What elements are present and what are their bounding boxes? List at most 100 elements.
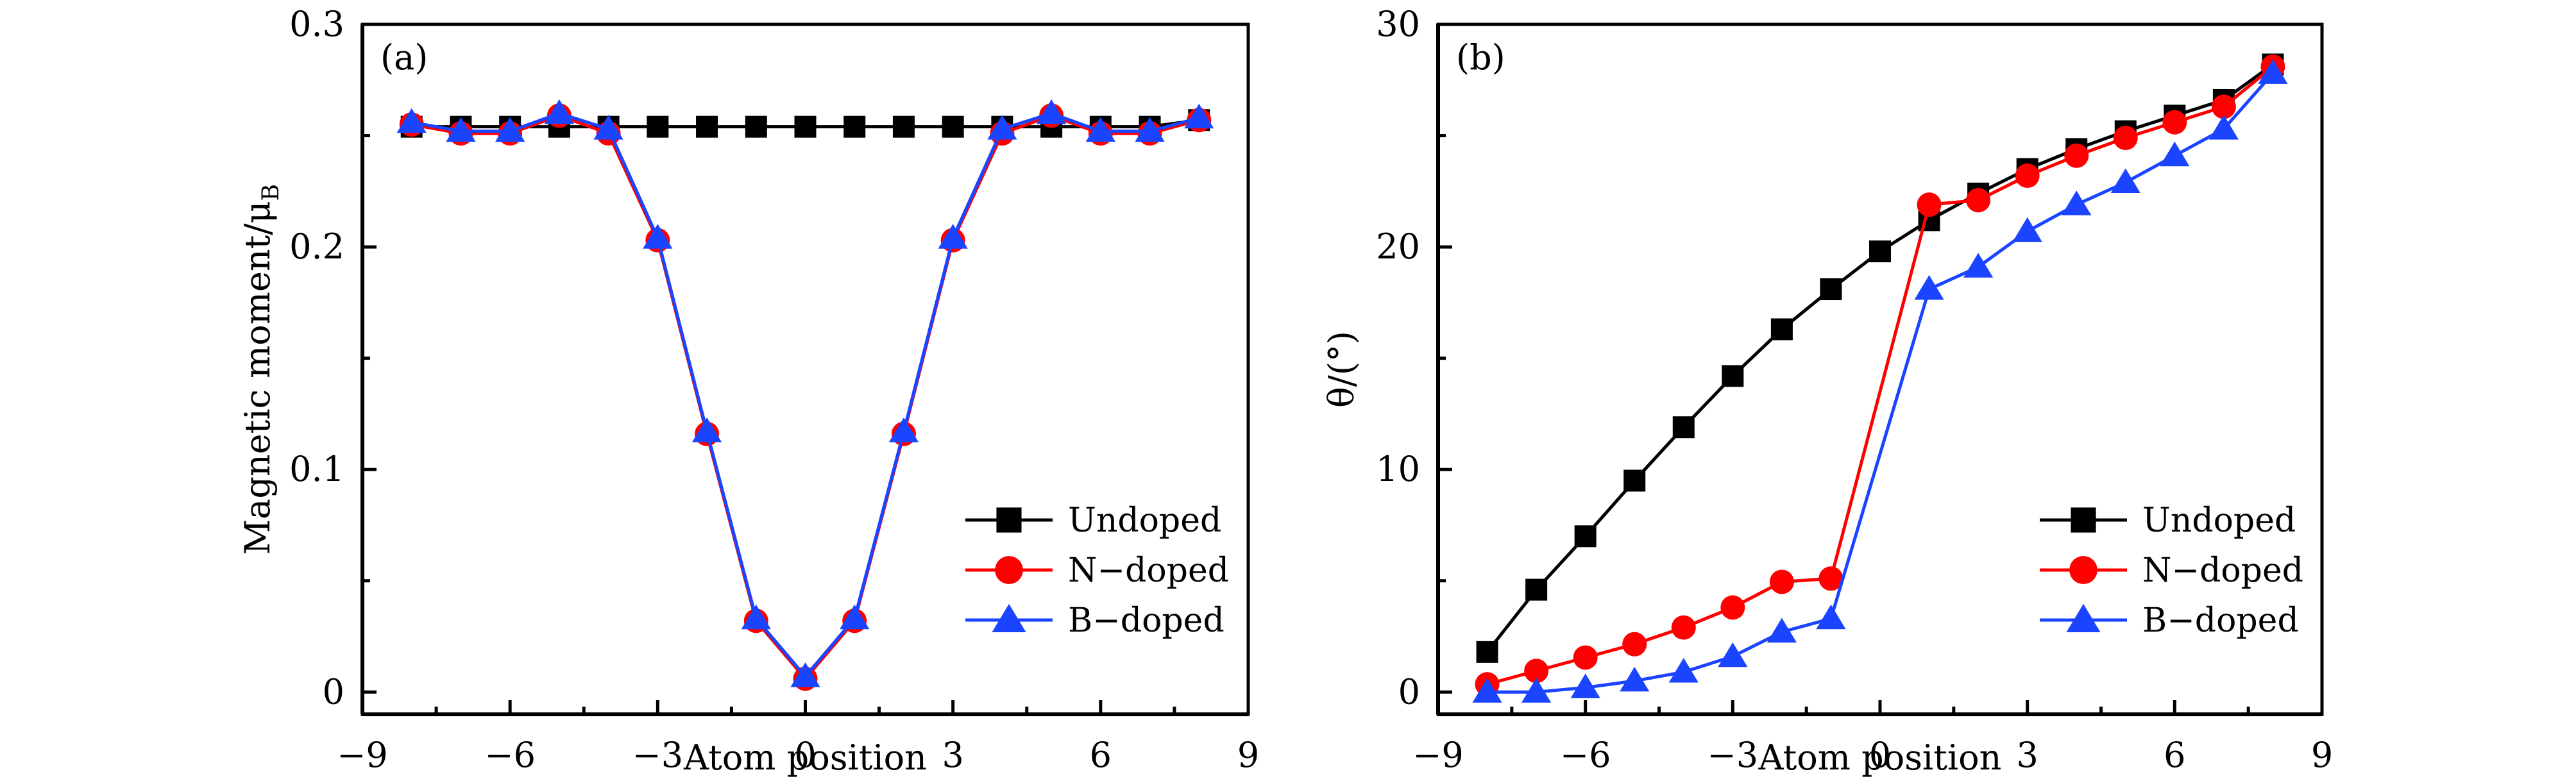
x-tick-label: −6	[484, 735, 536, 775]
x-tick-label: 6	[1090, 735, 1112, 775]
legend: Undoped N−doped B−doped	[965, 501, 1229, 640]
data-point	[544, 99, 574, 124]
x-tick-label: 3	[2016, 735, 2038, 775]
legend-marker	[2071, 507, 2096, 533]
data-point	[1573, 645, 1598, 670]
legend-marker	[995, 556, 1023, 584]
y-tick-label: 10	[1376, 449, 1420, 489]
data-point	[1574, 525, 1597, 548]
data-point	[1037, 99, 1067, 124]
data-point	[843, 115, 866, 138]
data-point	[2162, 110, 2187, 135]
data-point	[2211, 94, 2236, 119]
panel-b: −9 −6 −3 0 3 6 9 0 10 20 30 Atom position θ/(°) (b) Un…	[1321, 4, 2333, 778]
panel-label: (b)	[1456, 37, 1505, 78]
legend-label: Undoped	[1068, 501, 1221, 540]
x-axis-title: Atom position	[683, 737, 927, 778]
data-point	[1767, 617, 1797, 643]
series-line-b-doped	[411, 112, 1199, 678]
data-point	[1524, 659, 1549, 684]
legend-label: N−doped	[1068, 551, 1229, 590]
data-point	[794, 115, 817, 138]
data-point	[1476, 641, 1498, 663]
data-point	[1816, 604, 1846, 630]
data-point	[1966, 188, 1991, 213]
data-point	[1672, 416, 1695, 439]
data-point	[840, 604, 870, 630]
data-point	[2064, 143, 2089, 168]
data-point	[1623, 469, 1646, 492]
data-point	[1622, 632, 1647, 657]
data-point	[1718, 642, 1748, 668]
legend-marker	[2069, 556, 2097, 584]
legend-marker	[996, 507, 1022, 533]
data-point	[745, 115, 767, 138]
data-point	[1869, 240, 1891, 263]
legend-label: B−doped	[1068, 601, 1224, 640]
y-tick-label: 0.2	[289, 226, 344, 267]
y-axis-title: Magnetic moment/μB	[237, 184, 284, 555]
data-point	[2113, 126, 2138, 151]
data-point	[741, 604, 771, 630]
series-line-n-doped	[1486, 65, 2275, 686]
data-point	[446, 117, 476, 142]
data-point	[2208, 115, 2239, 140]
data-point	[1671, 615, 1696, 640]
data-point	[1917, 192, 1942, 217]
x-tick-label: 0	[1869, 735, 1891, 775]
y-tick-label: 0	[323, 671, 344, 712]
data-point	[1570, 673, 1600, 698]
data-point	[1769, 569, 1794, 594]
data-point	[1720, 595, 1745, 620]
legend: Undoped N−doped B−doped	[2040, 501, 2303, 640]
data-point	[1820, 278, 1842, 301]
data-point	[1818, 566, 1843, 591]
y-tick-label: 0.1	[289, 449, 344, 489]
data-point	[643, 224, 673, 249]
x-tick-label: −6	[1560, 735, 1611, 775]
y-tick-label: 0	[1398, 671, 1420, 712]
y-axis-title: θ/(°)	[1321, 331, 1362, 408]
data-point	[1770, 318, 1793, 340]
data-point	[495, 117, 525, 142]
legend-label: N−doped	[2142, 551, 2303, 590]
x-axis-title: Atom position	[1758, 737, 2002, 778]
x-tick-label: −3	[632, 735, 684, 775]
x-tick-label: 9	[2311, 735, 2333, 775]
data-point	[593, 115, 623, 140]
x-tick-label: 0	[794, 735, 816, 775]
x-tick-label: 6	[2164, 735, 2185, 775]
data-point	[2012, 217, 2042, 242]
data-point	[696, 115, 718, 138]
data-point	[691, 417, 722, 442]
y-tick-label: 30	[1376, 4, 1420, 44]
data-point	[938, 224, 968, 249]
data-point	[790, 662, 820, 687]
data-point	[2160, 141, 2190, 167]
series-line-b-doped	[1487, 72, 2275, 694]
data-point	[1722, 365, 1744, 387]
x-tick-label: 9	[1237, 735, 1259, 775]
x-tick-label: −9	[1412, 735, 1464, 775]
x-tick-label: −3	[1707, 735, 1759, 775]
y-tick-label: 0.3	[289, 4, 344, 44]
data-point	[1472, 678, 1502, 703]
legend-label: B−doped	[2142, 601, 2299, 640]
data-point	[1914, 275, 1944, 300]
legend-marker	[992, 603, 1026, 632]
data-point	[1620, 666, 1650, 692]
x-tick-label: −9	[337, 735, 388, 775]
data-point	[1184, 103, 1214, 129]
data-point	[396, 108, 427, 133]
data-point	[2062, 190, 2092, 215]
data-point	[647, 115, 669, 138]
data-point	[1135, 117, 1165, 142]
panel-label: (a)	[380, 37, 428, 78]
data-point	[1668, 658, 1699, 683]
data-point	[888, 417, 919, 442]
data-point	[987, 115, 1017, 140]
data-point	[2015, 164, 2040, 189]
data-point	[2110, 168, 2140, 193]
x-tick-label: 3	[942, 735, 963, 775]
